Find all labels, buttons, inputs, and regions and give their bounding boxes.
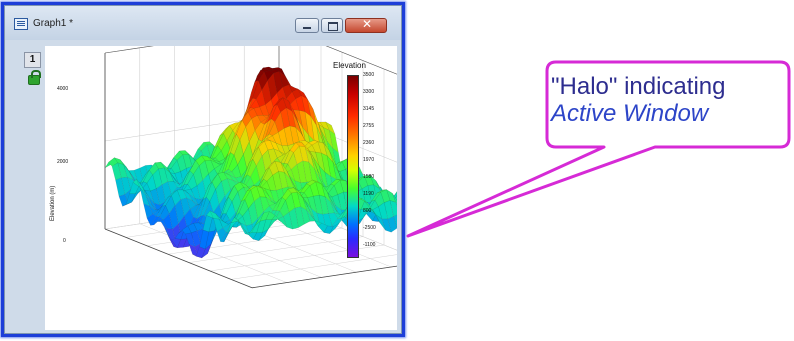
surface-patch [248, 220, 258, 235]
minimize-icon [303, 27, 311, 29]
lock-icon[interactable] [28, 70, 41, 85]
callout-text: "Halo" indicating Active Window [551, 73, 791, 127]
z-tick-bottom: 0 [63, 238, 66, 244]
graph-canvas[interactable]: 4000 2000 0 Elevation (m) Elevation 3500… [45, 46, 397, 330]
callout-line-2: Active Window [551, 100, 709, 127]
z-tick-mid: 2000 [57, 159, 69, 165]
surface-patch [306, 209, 317, 222]
surface-patch [358, 197, 369, 204]
surface-patch [393, 214, 397, 229]
surface-patch [312, 217, 322, 227]
surface-patch [329, 223, 340, 234]
surface-patch [387, 216, 397, 233]
cb-tick-9: -2500 [363, 225, 376, 231]
graph-app-icon[interactable] [14, 18, 28, 30]
cb-tick-7: 1190 [363, 191, 374, 197]
surface-patch [395, 202, 397, 207]
window-title: Graph1 * [33, 18, 74, 29]
cb-tick-5: 1970 [363, 157, 375, 163]
surface-patch [323, 225, 334, 234]
layer-tab-1[interactable]: 1 [24, 52, 41, 68]
cb-tick-0: 3500 [363, 72, 375, 78]
close-button[interactable]: ✕ [345, 17, 387, 33]
cb-tick-8: 800 [363, 208, 372, 214]
maximize-icon [328, 22, 338, 31]
grid-line [104, 46, 154, 54]
callout-line-1: "Halo" indicating [551, 73, 726, 100]
color-scale-bar [347, 75, 359, 258]
surface-patch [317, 222, 328, 233]
surface-patch [381, 218, 392, 233]
close-icon: ✕ [362, 17, 373, 31]
surface-patch [254, 212, 264, 227]
grid-line [104, 228, 253, 289]
cb-tick-1: 3300 [363, 89, 375, 95]
surface-patch [375, 214, 386, 231]
surface-patch [335, 216, 345, 229]
surface-mesh [104, 66, 397, 259]
maximize-button[interactable] [321, 18, 343, 33]
grid-line [188, 236, 364, 263]
grid-line [139, 223, 287, 283]
callout-bubble [406, 60, 791, 238]
surface-patch [392, 193, 397, 204]
minimize-button[interactable] [295, 18, 319, 33]
cb-tick-6: 1580 [363, 174, 375, 180]
window-titlebar[interactable]: Graph1 * ✕ [5, 6, 401, 40]
active-window-halo [1, 2, 405, 337]
grid-line [230, 254, 397, 280]
surface-patch [277, 216, 287, 228]
z-tick-top: 4000 [57, 86, 69, 92]
surface-plot [104, 46, 397, 289]
legend-title: Elevation [333, 61, 366, 70]
grid-line [325, 46, 397, 75]
grid-line [251, 265, 397, 289]
cb-tick-2: 3145 [363, 106, 375, 112]
surface-patch [395, 191, 397, 194]
surface-patch [389, 200, 397, 217]
cb-tick-4: 2360 [363, 140, 375, 146]
cb-tick-10: -1100 [363, 242, 376, 248]
cb-tick-3: 2755 [363, 123, 375, 129]
graph-window[interactable]: Graph1 * ✕ 1 4000 2000 0 Elevation (m) E… [4, 5, 402, 334]
